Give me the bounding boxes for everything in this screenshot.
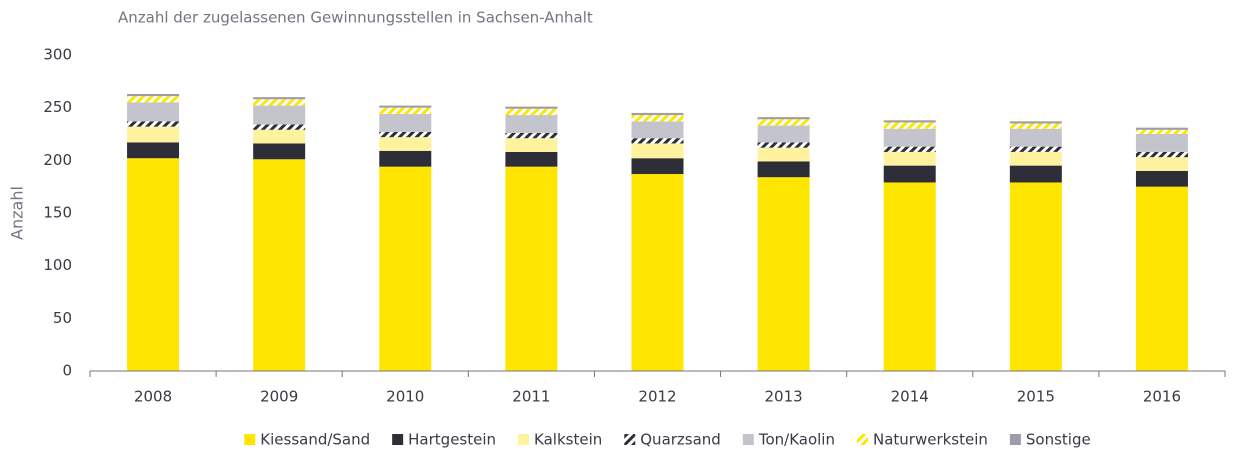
bar-segment	[631, 112, 684, 116]
bar-segment	[127, 102, 180, 122]
bar-segment	[253, 124, 306, 130]
x-tick-label: 2012	[638, 388, 676, 406]
bar-segment	[379, 137, 432, 151]
bar-segment	[1009, 128, 1062, 147]
bar-segment	[757, 117, 810, 120]
bar-segment	[631, 143, 684, 159]
bar-segment	[883, 122, 936, 129]
y-tick-label: 250	[43, 98, 72, 116]
bar-segment	[631, 121, 684, 139]
bar-segment	[1135, 127, 1188, 130]
bar-segment	[505, 115, 558, 133]
bar-segment	[883, 146, 936, 152]
x-tick-label: 2015	[1017, 388, 1055, 406]
x-tick-label: 2013	[765, 388, 803, 406]
bar-segment	[505, 132, 558, 139]
bar-segment	[883, 151, 936, 166]
bar-segment	[631, 138, 684, 144]
bar-segment	[505, 106, 558, 109]
bar-segment	[505, 151, 558, 167]
legend-swatch	[1009, 434, 1021, 445]
bar-segment	[1135, 170, 1188, 187]
bar-segment	[379, 131, 432, 138]
bar-segment	[757, 142, 810, 148]
legend-swatch	[518, 434, 530, 445]
bar-segment	[1009, 151, 1062, 166]
x-tick-label: 2014	[891, 388, 929, 406]
bar-segment	[1135, 186, 1188, 371]
legend-swatch	[244, 434, 256, 445]
legend-label: Kiessand/Sand	[260, 431, 370, 449]
bar-segment	[883, 128, 936, 147]
bar-segment	[127, 96, 180, 103]
legend-swatch	[856, 434, 868, 445]
legend: Kiessand/Sand Hartgestein Kalkstein Quarzsa…	[244, 431, 1091, 449]
legend-swatch	[742, 434, 754, 445]
bar-segment	[883, 120, 936, 123]
legend-label: Hartgestein	[408, 431, 496, 449]
bar-segment	[1009, 182, 1062, 371]
y-tick-label: 200	[43, 151, 72, 169]
bar-segment	[757, 177, 810, 371]
bar-segment	[127, 126, 180, 143]
x-tick-label: 2008	[134, 388, 172, 406]
y-tick-label: 100	[43, 256, 72, 274]
bar-segment	[379, 113, 432, 132]
legend-label: Quarzsand	[640, 431, 721, 449]
x-tick-label: 2009	[260, 388, 298, 406]
chart-title: Anzahl der zugelassenen Gewinnungsstelle…	[118, 9, 593, 27]
bar-segment	[757, 161, 810, 178]
bar-segment	[253, 97, 306, 100]
bar-segment	[631, 174, 684, 371]
bar-segment	[1135, 129, 1188, 134]
bar-segment	[757, 125, 810, 143]
legend-label: Ton/Kaolin	[758, 431, 835, 449]
bar-segment	[127, 93, 180, 97]
bar-segment	[379, 107, 432, 114]
bar-segment	[127, 121, 180, 127]
bar-segment	[1135, 134, 1188, 152]
bar-segment	[379, 105, 432, 108]
bar-segment	[1135, 157, 1188, 171]
bar-segment	[253, 143, 306, 160]
bar-segment	[505, 108, 558, 116]
bar-segment	[1009, 146, 1062, 152]
y-tick-label: 300	[43, 46, 72, 64]
x-tick-label: 2011	[512, 388, 550, 406]
bar-segment	[631, 115, 684, 122]
bar-segment	[1009, 123, 1062, 129]
legend-label: Naturwerkstein	[873, 431, 988, 449]
bar-segment	[1009, 121, 1062, 124]
y-tick-label: 0	[62, 362, 72, 380]
legend-swatch	[624, 434, 636, 445]
bar-segment	[883, 182, 936, 371]
y-axis-label: Anzahl	[8, 186, 27, 240]
bar-segment	[253, 105, 306, 125]
y-tick-label: 150	[43, 204, 72, 222]
legend-label: Sonstige	[1026, 431, 1091, 449]
bar-segment	[253, 99, 306, 106]
bar-segment	[1009, 165, 1062, 183]
bar-segment	[505, 138, 558, 152]
legend-swatch	[392, 434, 404, 445]
bar-segment	[883, 165, 936, 183]
bar-segment	[757, 119, 810, 126]
x-tick-label: 2010	[386, 388, 424, 406]
bar-segment	[505, 166, 558, 371]
x-tick-label: 2016	[1143, 388, 1181, 406]
bar-segment	[253, 159, 306, 371]
bar-segment	[631, 158, 684, 175]
bar-segment	[757, 147, 810, 162]
bar-segment	[379, 166, 432, 371]
bar-segment	[379, 150, 432, 167]
bar-segment	[127, 158, 180, 371]
bar-segment	[1135, 151, 1188, 158]
bar-segment	[253, 129, 306, 144]
bar-segment	[127, 142, 180, 159]
y-tick-label: 50	[53, 309, 72, 327]
legend-label: Kalkstein	[534, 431, 602, 449]
